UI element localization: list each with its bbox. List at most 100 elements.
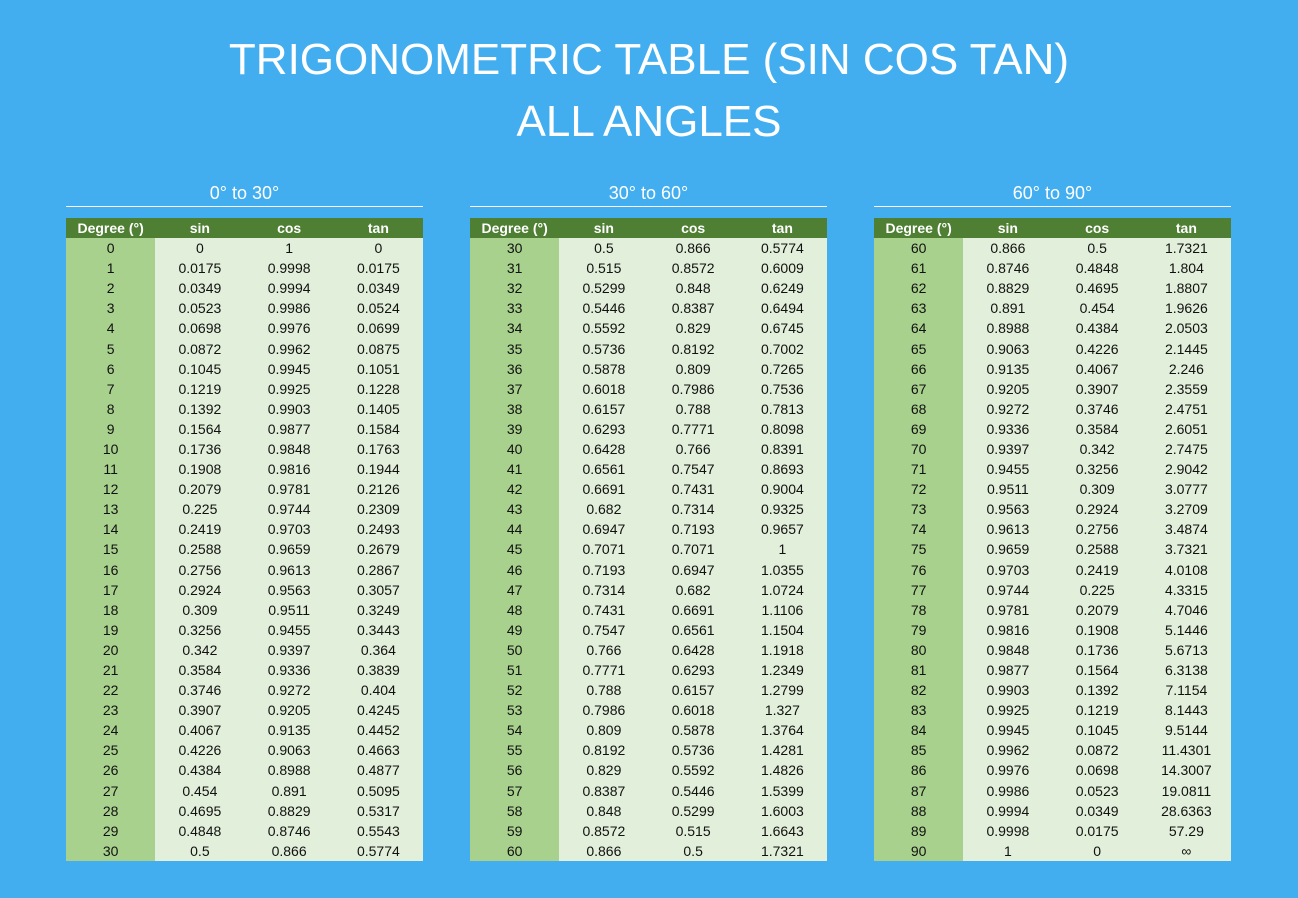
value-cell: 0.9962 xyxy=(963,740,1053,761)
value-cell: 0.7314 xyxy=(648,499,738,520)
value-cell: 0.6561 xyxy=(559,459,649,480)
table-row: 18 0.309 0.9511 0.3249 xyxy=(66,599,423,620)
value-cell: 0.9325 xyxy=(737,499,827,520)
value-cell: 0.9903 xyxy=(963,680,1053,701)
value-cell: 1 xyxy=(737,539,827,560)
value-cell: 0.0875 xyxy=(333,338,423,359)
value-cell: 0.4067 xyxy=(1052,358,1142,379)
value-cell: 0.5095 xyxy=(333,780,423,801)
value-cell: 0.0524 xyxy=(333,298,423,319)
degree-cell: 5 xyxy=(66,338,156,359)
degree-cell: 72 xyxy=(874,479,964,500)
value-cell: 1.804 xyxy=(1141,258,1231,279)
value-cell: 0.2309 xyxy=(333,499,423,520)
table-subtitle: 0° to 30° xyxy=(209,183,280,203)
value-cell: 0.8572 xyxy=(648,258,738,279)
title: ALL ANGLES xyxy=(516,97,782,146)
value-cell: 0.6293 xyxy=(648,659,738,681)
value-cell: 0.5543 xyxy=(333,820,423,841)
table-subtitle: 30° to 60° xyxy=(608,183,689,203)
degree-cell: 71 xyxy=(874,459,964,480)
degree-cell: 16 xyxy=(66,559,156,580)
table-row: 28 0.4695 0.8829 0.5317 xyxy=(66,800,423,821)
table-row: 2 0.0349 0.9994 0.0349 xyxy=(66,278,423,299)
degree-cell: 2 xyxy=(66,278,156,299)
value-cell: 28.6363 xyxy=(1141,800,1231,821)
degree-cell: 24 xyxy=(66,720,156,741)
value-cell: 0.9563 xyxy=(244,579,334,600)
value-cell: 0.4848 xyxy=(1052,258,1142,279)
value-cell: 0.0349 xyxy=(1052,800,1142,821)
value-cell: 0.1584 xyxy=(333,418,423,439)
table-row: 11 0.1908 0.9816 0.1944 xyxy=(66,459,423,480)
value-cell: 0.9703 xyxy=(963,559,1053,580)
value-cell: 0.9397 xyxy=(963,438,1053,460)
value-cell: 0.9998 xyxy=(244,258,334,279)
table-row: 8 0.1392 0.9903 0.1405 xyxy=(66,398,423,419)
column-header: tan xyxy=(333,218,423,238)
degree-cell: 64 xyxy=(874,318,964,339)
table-row: 82 0.9903 0.1392 7.1154 xyxy=(874,680,1231,701)
table-row: 15 0.2588 0.9659 0.2679 xyxy=(66,539,423,560)
value-cell: 3.4874 xyxy=(1141,519,1231,540)
value-cell: 2.4751 xyxy=(1141,398,1231,419)
table-row: 22 0.3746 0.9272 0.404 xyxy=(66,680,423,701)
degree-cell: 82 xyxy=(874,680,964,701)
degree-cell: 68 xyxy=(874,398,964,419)
value-cell: 0.1219 xyxy=(1052,700,1142,721)
table-row: 45 0.7071 0.7071 1 xyxy=(470,539,827,560)
value-cell: 0.9336 xyxy=(244,659,334,681)
value-cell: 0.7314 xyxy=(559,579,649,600)
value-cell: 0.0175 xyxy=(155,258,245,279)
value-cell: 0.342 xyxy=(155,639,245,660)
table-row: 20 0.342 0.9397 0.364 xyxy=(66,639,423,660)
value-cell: 0.9063 xyxy=(963,338,1053,359)
value-cell: 0.1944 xyxy=(333,459,423,480)
value-cell: 1.3764 xyxy=(737,720,827,741)
table-row: 37 0.6018 0.7986 0.7536 xyxy=(470,378,827,399)
table-row: 76 0.9703 0.2419 4.0108 xyxy=(874,559,1231,580)
value-cell: 0.9848 xyxy=(963,639,1053,660)
value-cell: 0.9744 xyxy=(963,579,1053,600)
value-cell: 0.9781 xyxy=(244,479,334,500)
value-cell: 3.0777 xyxy=(1141,479,1231,500)
value-cell: 0.6561 xyxy=(648,619,738,640)
value-cell: 0.5 xyxy=(155,840,245,861)
table-row: 54 0.809 0.5878 1.3764 xyxy=(470,720,827,741)
value-cell: 0.9945 xyxy=(244,358,334,379)
value-cell: 0.848 xyxy=(648,278,738,299)
table-row: 34 0.5592 0.829 0.6745 xyxy=(470,318,827,339)
value-cell: 0.4245 xyxy=(333,700,423,721)
value-cell: 0.1219 xyxy=(155,378,245,399)
degree-cell: 42 xyxy=(470,479,560,500)
value-cell: 0.829 xyxy=(648,318,738,339)
value-cell: 0.4848 xyxy=(155,820,245,841)
value-cell: 1.9626 xyxy=(1141,298,1231,319)
table-row: 5 0.0872 0.9962 0.0875 xyxy=(66,338,423,359)
table-row: 40 0.6428 0.766 0.8391 xyxy=(470,438,827,460)
degree-cell: 73 xyxy=(874,499,964,520)
degree-cell: 51 xyxy=(470,659,560,681)
table-row: 51 0.7771 0.6293 1.2349 xyxy=(470,659,827,681)
value-cell: 0.2756 xyxy=(155,559,245,580)
table-block: 0° to 30° Degree (°) sin cos tan 0 0 1 0 1 0.0175 0… xyxy=(66,180,423,861)
degree-cell: 62 xyxy=(874,278,964,299)
degree-cell: 22 xyxy=(66,680,156,701)
table-row: 24 0.4067 0.9135 0.4452 xyxy=(66,720,423,741)
value-cell: 0.5736 xyxy=(648,740,738,761)
degree-cell: 39 xyxy=(470,418,560,439)
value-cell: 0.682 xyxy=(648,579,738,600)
degree-cell: 76 xyxy=(874,559,964,580)
value-cell: 0.9962 xyxy=(244,338,334,359)
value-cell: 0.9135 xyxy=(963,358,1053,379)
value-cell: 1.0355 xyxy=(737,559,827,580)
value-cell: 0.8746 xyxy=(244,820,334,841)
value-cell: 0.9613 xyxy=(963,519,1053,540)
table-row: 60 0.866 0.5 1.7321 xyxy=(470,840,827,861)
value-cell: 2.1445 xyxy=(1141,338,1231,359)
degree-cell: 38 xyxy=(470,398,560,419)
degree-cell: 88 xyxy=(874,800,964,821)
table-row: 81 0.9877 0.1564 6.3138 xyxy=(874,659,1231,681)
value-cell: 0.7771 xyxy=(648,418,738,439)
table-row: 69 0.9336 0.3584 2.6051 xyxy=(874,418,1231,439)
